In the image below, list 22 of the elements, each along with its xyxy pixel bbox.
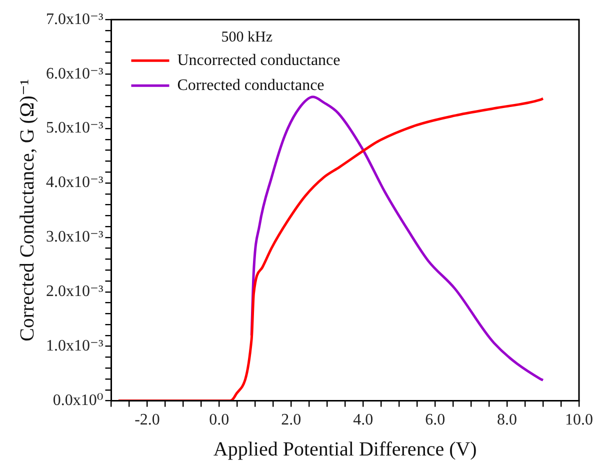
legend-label: Uncorrected conductance bbox=[177, 52, 340, 69]
y-tick-label: 1.0x10⁻³ bbox=[46, 338, 104, 355]
y-tick-label: 7.0x10⁻³ bbox=[46, 10, 104, 28]
y-tick-label: 4.0x10⁻³ bbox=[46, 174, 104, 192]
x-tick-label: 6.0 bbox=[425, 412, 446, 429]
x-tick-label: 4.0 bbox=[353, 412, 374, 429]
legend-label: Corrected conductance bbox=[177, 76, 324, 94]
line-series bbox=[117, 97, 544, 401]
line-series bbox=[250, 96, 544, 382]
x-tick-label: 10.0 bbox=[565, 412, 593, 429]
y-tick-label: 6.0x10⁻³ bbox=[46, 65, 104, 82]
x-tick-label: 8.0 bbox=[497, 412, 518, 429]
x-tick-label: -2.0 bbox=[134, 412, 160, 429]
x-tick-label: 0.0 bbox=[209, 412, 230, 429]
y-tick-label: 0.0x10⁰ bbox=[52, 392, 104, 410]
legend-title: 500 kHz bbox=[221, 30, 273, 46]
y-tick-label: 5.0x10⁻³ bbox=[46, 120, 104, 137]
y-tick-label: 3.0x10⁻³ bbox=[46, 228, 104, 246]
x-tick-label: 2.0 bbox=[281, 412, 302, 429]
x-axis-title: Applied Potential Difference (V) bbox=[213, 438, 477, 460]
y-tick-label: 2.0x10⁻³ bbox=[46, 283, 104, 300]
y-axis-title: Corrected Conductance, G (Ω)⁻¹ bbox=[16, 78, 38, 342]
